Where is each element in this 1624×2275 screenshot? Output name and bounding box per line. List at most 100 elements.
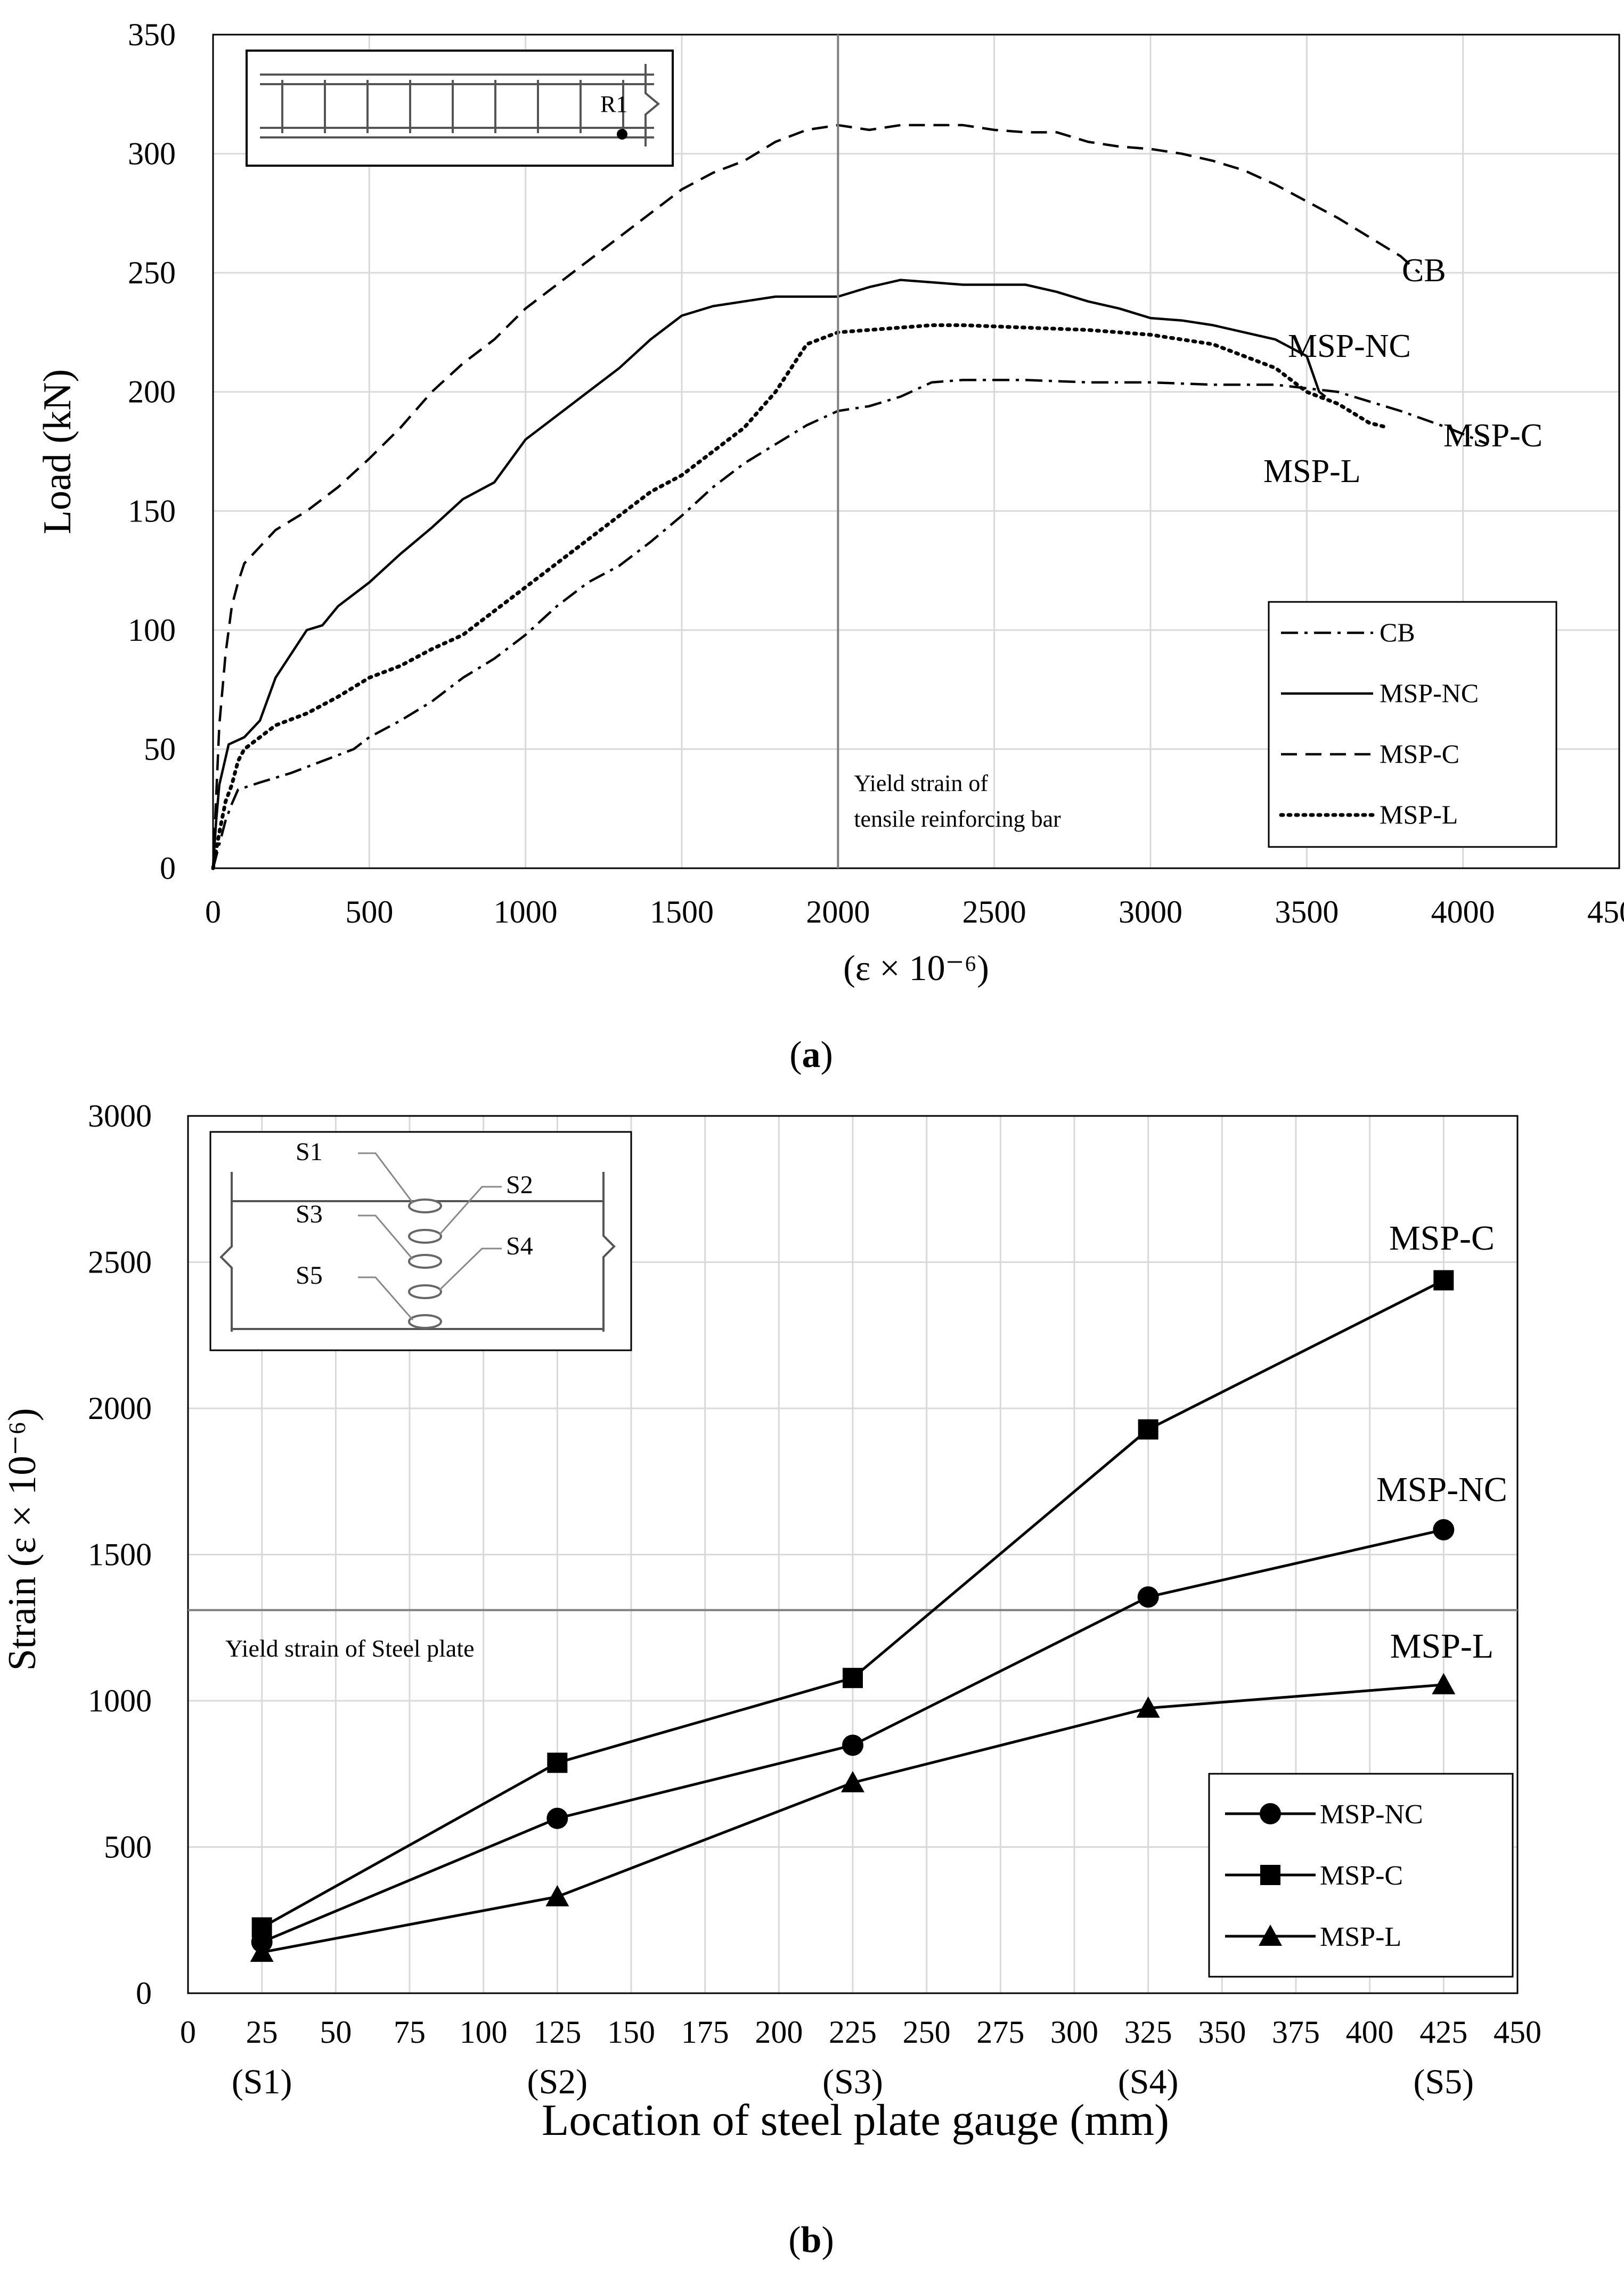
chart-a-series-cb	[211, 379, 1489, 869]
chart-a-legend: CB MSP-NC MSP-C MSP-L	[1268, 601, 1557, 848]
chart-b-gauge-label: (S1)	[232, 2062, 292, 2101]
chart-a-y-tick-label: 350	[128, 17, 176, 52]
chart-a-caption: (a)	[789, 1034, 833, 1075]
chart-a-x-tick-label: 500	[345, 894, 393, 929]
chart-b-point-msp-l	[250, 1940, 274, 1962]
chart-b-point-msp-l	[841, 1771, 864, 1792]
chart-b-legend-marker	[1260, 1803, 1281, 1824]
chart-b-gauge-label: (S5)	[1413, 2062, 1474, 2101]
chart-b-point-msp-l	[1432, 1673, 1456, 1694]
chart-b-x-tick-label: 400	[1346, 2015, 1394, 2050]
chart-b-point-msp-nc	[546, 1807, 568, 1829]
chart-b-x-tick-label: 175	[681, 2015, 729, 2050]
chart-a-legend-label: MSP-C	[1380, 739, 1459, 769]
chart-b-y-tick-label: 0	[136, 1976, 152, 2011]
chart-a-x-axis-label: (ε × 10⁻⁶)	[843, 948, 989, 988]
chart-b-legend: MSP-NC MSP-C MSP-L	[1208, 1773, 1514, 1978]
chart-b-gauge-label: (S4)	[1118, 2062, 1179, 2101]
chart-a-x-tick-label: 0	[205, 894, 221, 929]
chart-b-point-msp-c	[843, 1668, 863, 1689]
chart-a-end-label: MSP-L	[1263, 453, 1361, 490]
chart-b-x-tick-label: 425	[1419, 2015, 1467, 2050]
chart-b-inset-label: S2	[506, 1171, 533, 1199]
chart-b-legend-marker	[1259, 1925, 1282, 1946]
chart-a-end-labels: MSP-C MSP-NC CB MSP-L	[1263, 252, 1543, 490]
chart-a-plot-frame	[212, 34, 1620, 869]
chart-b-point-msp-c	[1138, 1419, 1158, 1440]
chart-b-point-msp-c	[251, 1917, 272, 1938]
chart-b-x-tick-label: 50	[320, 2015, 352, 2050]
chart-b-legend-label: MSP-NC	[1320, 1799, 1423, 1830]
chart-a-y-tick-label: 50	[144, 731, 176, 767]
chart-b-y-tick-label: 1500	[88, 1537, 152, 1572]
chart-a-end-label: MSP-C	[1443, 418, 1543, 454]
chart-b-point-msp-nc	[842, 1734, 863, 1756]
chart-b-gauge-label: (S2)	[527, 2062, 587, 2101]
chart-b-point-msp-nc	[1433, 1519, 1455, 1540]
chart-b-end-labels: MSP-NC MSP-C MSP-L	[1376, 1219, 1507, 1666]
chart-b-x-tick-label: 325	[1124, 2015, 1172, 2050]
chart-b-x-tick-label: 100	[460, 2015, 508, 2050]
chart-b-inset-label: S5	[296, 1261, 323, 1290]
chart-a-y-axis-label: Load (kN)	[36, 369, 79, 534]
chart-b-inset-label: S3	[296, 1200, 323, 1228]
chart-b-plot-frame	[187, 1115, 1519, 1994]
chart-b-x-tick-label: 0	[180, 2015, 196, 2050]
chart-b-legend-label: MSP-C	[1320, 1861, 1403, 1891]
chart-b-x-tick-label: 75	[394, 2015, 426, 2050]
chart-b-inset-label: S1	[296, 1138, 323, 1166]
chart-b-point-msp-nc	[1137, 1586, 1159, 1608]
chart-a-x-tick-label: 3500	[1275, 894, 1339, 929]
chart-b-point-msp-c	[1433, 1270, 1454, 1291]
chart-b-y-tick-label: 2000	[88, 1391, 152, 1426]
chart-a-series-group	[211, 124, 1489, 870]
chart-b-x-tick-label: 300	[1050, 2015, 1098, 2050]
chart-a-x-tick-label: 3000	[1119, 894, 1182, 929]
chart-b-series-group	[250, 1270, 1456, 1962]
chart-b-x-tick-label: 250	[903, 2015, 951, 2050]
chart-b-x-tick-label: 225	[829, 2015, 877, 2050]
chart-b: Yield strain of Steel plate 0 25 50 75 100 12…	[1, 1098, 1541, 2261]
chart-a-legend-label: MSP-L	[1380, 800, 1458, 829]
chart-b-caption: (b)	[788, 2220, 834, 2261]
chart-a-y-tick-labels: 0 50 100 150 200 250 300 350	[128, 17, 176, 886]
chart-b-end-label: MSP-L	[1390, 1627, 1494, 1666]
chart-a-yield-label-line2: tensile reinforcing bar	[854, 806, 1061, 832]
chart-a-end-label: MSP-NC	[1288, 328, 1411, 364]
chart-b-x-axis-label: Location of steel plate gauge (mm)	[542, 2095, 1169, 2145]
chart-b-legend-label: MSP-L	[1320, 1922, 1401, 1952]
chart-a-series-msp-nc	[211, 279, 1326, 869]
chart-a-x-tick-label: 1000	[494, 894, 558, 929]
chart-b-gauge-label: (S3)	[822, 2062, 883, 2101]
chart-a: Yield strain of tensile reinforcing bar …	[36, 17, 1624, 1075]
chart-b-x-tick-label: 200	[755, 2015, 803, 2050]
chart-b-x-tick-label: 25	[246, 2015, 278, 2050]
chart-a-x-tick-label: 1500	[650, 894, 714, 929]
chart-b-x-tick-label: 275	[976, 2015, 1024, 2050]
chart-a-legend-label: CB	[1380, 617, 1415, 647]
chart-b-y-tick-label: 2500	[88, 1245, 152, 1280]
chart-a-y-tick-label: 150	[128, 493, 176, 528]
chart-b-point-msp-l	[545, 1885, 569, 1906]
chart-b-x-tick-labels: 0 25 50 75 100 125 150 175 200 225 250 275 300 325 350…	[180, 2015, 1541, 2050]
chart-a-inset-r1-label: R1	[600, 91, 627, 117]
chart-b-y-tick-labels: 0 500 1000 1500 2000 2500 3000	[88, 1098, 152, 2011]
chart-a-x-tick-label: 2500	[962, 894, 1026, 929]
chart-a-y-tick-label: 200	[128, 374, 176, 410]
chart-a-series-msp-c	[211, 124, 1421, 869]
chart-b-y-tick-label: 1000	[88, 1683, 152, 1718]
chart-a-x-tick-label: 2000	[806, 894, 870, 929]
chart-a-y-tick-label: 100	[128, 613, 176, 648]
chart-b-x-tick-label: 375	[1272, 2015, 1320, 2050]
chart-b-x-tick-label: 150	[607, 2015, 655, 2050]
chart-b-legend-marker	[1260, 1865, 1280, 1885]
chart-a-y-tick-label: 300	[128, 136, 176, 172]
chart-b-inset-label: S4	[506, 1232, 533, 1260]
chart-a-yield-label-line1: Yield strain of	[854, 770, 988, 796]
chart-b-y-tick-label: 500	[104, 1830, 152, 1865]
chart-b-x-tick-label: 450	[1494, 2015, 1541, 2050]
chart-b-inset-plate-diagram: S1 S2 S3 S4 S5	[209, 1131, 632, 1351]
chart-a-x-tick-label: 4000	[1431, 894, 1495, 929]
